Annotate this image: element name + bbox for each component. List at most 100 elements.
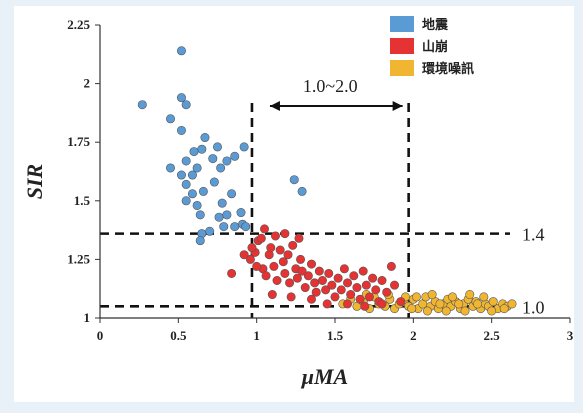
data-point — [187, 170, 197, 180]
data-point — [352, 283, 362, 293]
data-point — [296, 254, 306, 264]
data-point — [270, 231, 280, 241]
data-point — [361, 280, 371, 290]
data-point — [289, 175, 299, 185]
data-point — [227, 268, 237, 278]
data-point — [285, 278, 295, 288]
data-point — [181, 100, 191, 110]
y-tick-label: 1.5 — [74, 193, 91, 208]
data-point — [310, 278, 320, 288]
data-point — [219, 222, 229, 232]
data-point — [324, 268, 334, 278]
data-point — [435, 299, 445, 309]
data-point — [239, 250, 249, 260]
data-point — [176, 170, 186, 180]
data-point — [317, 275, 327, 285]
data-point — [499, 304, 509, 314]
data-point — [422, 306, 432, 316]
data-point — [306, 294, 316, 304]
data-point — [261, 271, 271, 281]
data-point — [256, 233, 266, 243]
data-point — [300, 283, 310, 293]
data-point — [269, 261, 279, 271]
range-label: 1.0~2.0 — [303, 76, 358, 96]
data-point — [343, 278, 353, 288]
data-point — [230, 222, 240, 232]
data-point — [507, 299, 517, 309]
plot-panel — [14, 6, 574, 402]
data-point — [441, 306, 451, 316]
data-point — [286, 292, 296, 302]
data-point — [343, 299, 353, 309]
data-point — [280, 268, 290, 278]
data-point — [306, 259, 316, 269]
data-point — [396, 297, 406, 307]
data-point — [311, 287, 321, 297]
data-point — [192, 200, 202, 210]
data-point — [252, 261, 262, 271]
data-point — [488, 297, 498, 307]
data-point — [427, 290, 437, 300]
data-point — [208, 154, 218, 164]
data-point — [192, 163, 202, 173]
y-axis-label: SIR — [22, 164, 47, 199]
data-point — [230, 151, 240, 161]
data-point — [297, 266, 307, 276]
data-point — [181, 156, 191, 166]
y-tick-label: 1.25 — [67, 251, 90, 266]
data-point — [266, 243, 276, 253]
data-point — [465, 290, 475, 300]
y-tick-label: 2 — [84, 76, 91, 91]
data-point — [297, 186, 307, 196]
data-point — [371, 285, 381, 295]
data-point — [275, 245, 285, 255]
x-tick-label: 1.5 — [327, 328, 344, 343]
data-point — [473, 299, 483, 309]
data-point — [195, 236, 205, 246]
data-point — [407, 304, 417, 314]
data-point — [187, 189, 197, 199]
data-point — [176, 93, 186, 103]
x-tick-label: 2 — [410, 328, 417, 343]
data-point — [377, 275, 387, 285]
data-point — [314, 266, 324, 276]
data-point — [333, 273, 343, 283]
range-arrow-head-right — [392, 101, 403, 111]
data-point — [241, 222, 251, 232]
data-point — [166, 114, 176, 124]
data-point — [189, 147, 199, 157]
data-point — [209, 177, 219, 187]
data-point — [321, 285, 331, 295]
data-point — [137, 100, 147, 110]
data-point — [239, 142, 249, 152]
data-point — [278, 257, 288, 267]
data-point — [247, 243, 257, 253]
data-point — [181, 196, 191, 206]
y-tick-label: 2.25 — [67, 17, 90, 32]
data-point — [222, 210, 232, 220]
data-point — [198, 186, 208, 196]
data-point — [283, 250, 293, 260]
data-point — [213, 142, 223, 152]
data-point — [267, 290, 277, 300]
data-point — [330, 292, 340, 302]
data-point — [303, 271, 313, 281]
data-point — [176, 125, 186, 135]
legend-swatch — [390, 16, 414, 32]
x-axis-label: μMA — [301, 364, 348, 389]
data-point — [479, 292, 489, 302]
data-point — [272, 275, 282, 285]
data-point — [487, 306, 497, 316]
legend-label: 地震 — [422, 17, 449, 33]
data-point — [216, 163, 226, 173]
data-point — [292, 273, 302, 283]
y-tick-label: 1.75 — [67, 134, 90, 149]
data-point — [377, 299, 387, 309]
data-point — [214, 212, 224, 222]
data-point — [205, 226, 215, 236]
data-point — [197, 144, 207, 154]
legend-label: 山崩 — [422, 39, 448, 55]
legend-swatch — [390, 38, 414, 54]
data-point — [222, 156, 232, 166]
